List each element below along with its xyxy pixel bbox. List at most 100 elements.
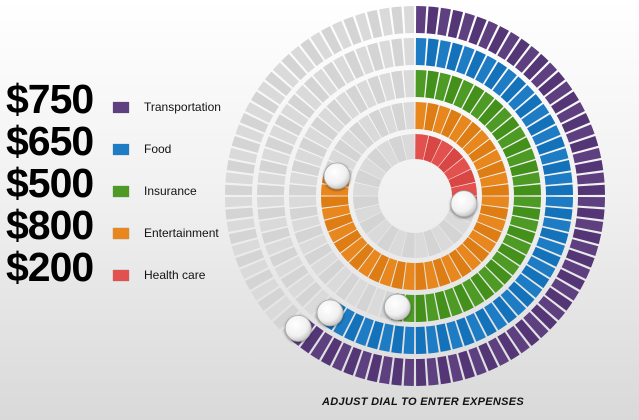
ring-segment-empty	[356, 283, 377, 313]
ring-segment-filled	[468, 229, 497, 253]
ring-segment-empty	[303, 289, 330, 316]
ring-segment-filled	[415, 6, 427, 34]
ring-segment-empty	[274, 256, 303, 278]
ring-segment-filled	[487, 337, 510, 366]
value-food: $650	[6, 118, 94, 164]
dial-handle-insurance[interactable]	[383, 293, 411, 321]
ring-segment-filled	[478, 20, 499, 50]
ring-segment-filled	[478, 266, 504, 293]
ring-segment-filled	[497, 126, 526, 149]
ring-segment-filled	[532, 125, 561, 146]
ring-segment-empty	[366, 219, 392, 245]
ring-segment-filled	[515, 45, 540, 73]
ring-segment-empty	[379, 72, 396, 102]
ring-segment-filled	[456, 121, 482, 149]
ring-health-care[interactable]	[353, 134, 477, 258]
ring-segment-empty	[289, 206, 318, 220]
ring-segment-empty	[326, 99, 352, 126]
ring-segment-filled	[521, 265, 550, 289]
ring-segment-filled	[473, 222, 502, 243]
ring-segment-empty	[403, 38, 415, 66]
ring-segment-filled	[425, 293, 439, 322]
ring-segment-filled	[470, 91, 495, 120]
ring-segment-empty	[257, 287, 286, 311]
legend: Transportation Food Insurance Entertainm…	[113, 98, 221, 308]
ring-segment-filled	[523, 311, 549, 339]
value-insurance: $500	[6, 160, 94, 206]
ring-segment-empty	[391, 70, 405, 99]
ring-segment-empty	[235, 124, 265, 143]
ring-transportation[interactable]	[225, 6, 605, 386]
ring-segment-filled	[448, 169, 476, 188]
ring-segment-empty	[294, 148, 324, 167]
ring-segment-empty	[291, 160, 321, 177]
ring-segment-filled	[523, 53, 549, 81]
ring-segment-filled	[456, 317, 475, 346]
ring-segment-filled	[444, 287, 463, 317]
dial-handle-food[interactable]	[316, 299, 344, 327]
ring-segment-empty	[379, 105, 398, 134]
ring-segment-filled	[403, 358, 415, 386]
ring-segment-filled	[366, 353, 383, 383]
ring-segment-empty	[264, 296, 292, 321]
ring-segment-filled	[577, 184, 605, 196]
ring-segment-empty	[376, 225, 399, 252]
ring-segment-filled	[527, 114, 556, 136]
ring-segment-filled	[344, 313, 365, 342]
ring-segment-filled	[355, 317, 374, 346]
value-entertainment: $800	[6, 202, 94, 248]
ring-segment-filled	[475, 308, 497, 337]
ring-segment-empty	[245, 268, 274, 291]
ring-segment-empty	[295, 84, 322, 111]
ring-segment-empty	[225, 196, 253, 208]
legend-item-food: Food	[113, 140, 221, 182]
ring-segment-empty	[348, 121, 374, 149]
ring-segment-filled	[492, 296, 517, 324]
ring-segment-empty	[340, 129, 368, 155]
ring-segment-filled	[391, 325, 404, 354]
ring-segment-empty	[269, 246, 298, 267]
dial-handle-health-care[interactable]	[450, 190, 478, 218]
ring-segment-empty	[261, 227, 291, 244]
ring-entertainment[interactable]	[321, 102, 509, 290]
ring-segment-filled	[468, 139, 497, 163]
ring-segment-empty	[281, 53, 307, 81]
ring-segment-filled	[556, 268, 585, 291]
ring-segment-filled	[423, 135, 442, 163]
ring-segment-empty	[239, 112, 269, 133]
ring-segment-empty	[388, 229, 407, 257]
ring-segment-filled	[508, 281, 535, 308]
dial-handle-entertainment[interactable]	[323, 162, 351, 190]
ring-segment-filled	[479, 172, 509, 187]
ring-segment-filled	[453, 283, 474, 313]
ring-segment-empty	[295, 281, 322, 308]
ring-segment-filled	[458, 12, 475, 42]
ring-segment-empty	[228, 228, 258, 245]
ring-segment-filled	[432, 105, 451, 134]
ring-segment-empty	[423, 229, 442, 257]
ring-segment-filled	[426, 6, 439, 35]
ring-segment-empty	[304, 243, 333, 266]
ring-segment-filled	[536, 237, 565, 256]
ring-segment-filled	[448, 114, 472, 143]
ring-segment-filled	[438, 147, 464, 173]
ring-segment-empty	[318, 259, 345, 285]
ring-segment-empty	[290, 45, 315, 73]
ring-segment-empty	[403, 102, 415, 130]
ring-segment-filled	[545, 184, 573, 196]
ring-segment-empty	[345, 85, 368, 114]
legend-label-food: Food	[144, 142, 172, 156]
ring-segment-empty	[259, 160, 288, 175]
dial-handle-transportation[interactable]	[284, 314, 312, 342]
ring-segment-empty	[415, 232, 429, 258]
ring-segment-empty	[257, 172, 286, 185]
ring-food[interactable]	[257, 38, 573, 354]
ring-insurance[interactable]	[289, 70, 541, 322]
ring-segment-filled	[565, 124, 595, 143]
ring-segment-empty	[335, 272, 360, 301]
ring-segment-filled	[575, 160, 604, 174]
ring-segment-filled	[542, 217, 571, 232]
ring-segment-empty	[438, 219, 464, 245]
ring-segment-empty	[257, 81, 286, 105]
